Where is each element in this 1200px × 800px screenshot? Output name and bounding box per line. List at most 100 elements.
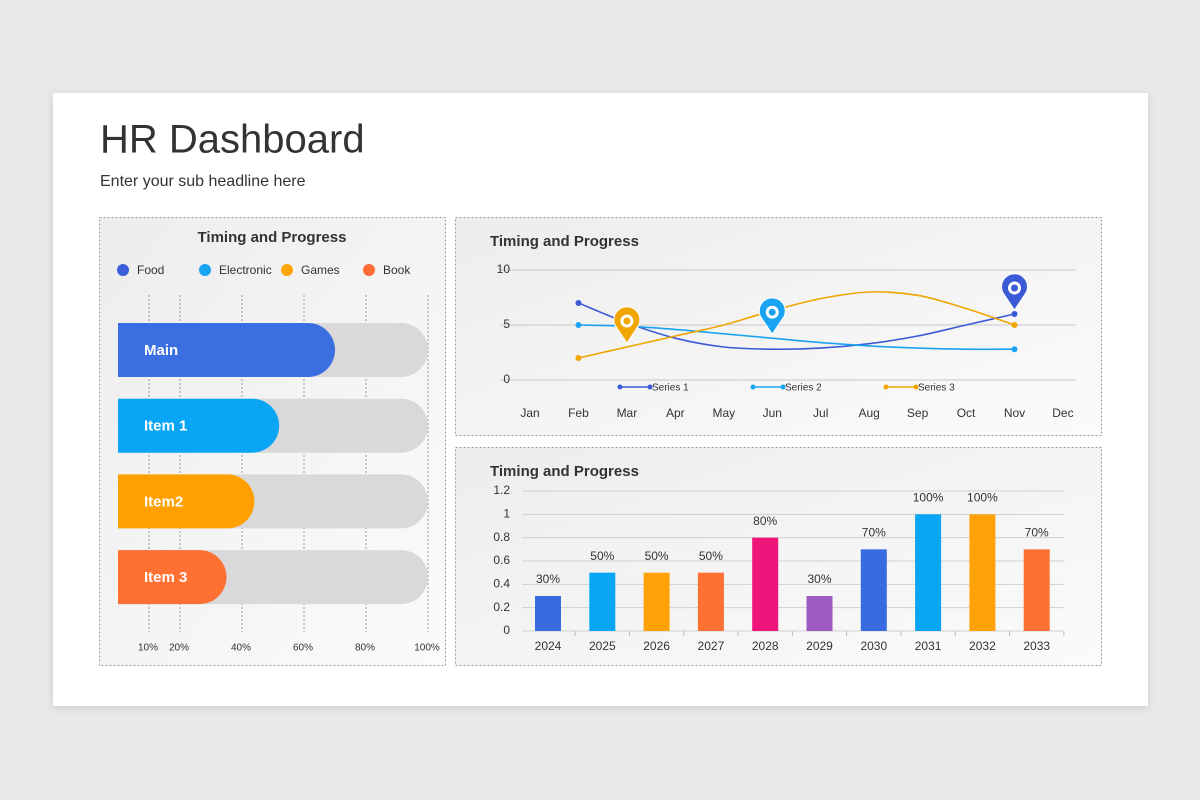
x-tick-label: 2024 [535,639,562,653]
value-label: 100% [967,491,998,505]
point [575,322,582,328]
legend-marker [199,264,211,276]
legend-marker [913,384,919,390]
legend-marker [117,264,129,276]
pin-dot [623,317,631,325]
value-label: 30% [807,572,831,586]
chart-title: Timing and Progress [490,233,639,250]
bar-label: Item 3 [144,569,187,586]
x-tick-label: Jun [763,406,782,420]
y-tick-label: 0.8 [493,530,510,544]
x-tick-label: Sep [907,406,929,420]
point [1011,311,1018,317]
series-line [578,324,1015,351]
x-tick-label: 80% [355,643,375,654]
y-tick-label: 10 [497,262,511,276]
chart-title: Timing and Progress [198,229,347,246]
bar [118,398,280,453]
y-tick-label: 5 [503,317,510,331]
x-tick-label: 10% [138,643,158,654]
y-tick-label: 1 [503,507,510,521]
bar [969,514,996,631]
x-tick-label: Mar [617,406,638,420]
bar [806,596,833,631]
x-tick-label: Dec [1052,406,1073,420]
legend-label: Games [301,263,340,277]
bar-label: Item 1 [144,418,187,435]
legend-marker [780,384,786,390]
legend-label: Series 1 [652,383,689,394]
x-tick-label: 2028 [752,639,779,653]
point [1011,322,1018,328]
y-tick-label: 0 [503,372,510,386]
y-tick-label: 0.6 [493,553,510,567]
legend-marker [617,384,623,390]
x-tick-label: 100% [414,643,440,654]
value-label: 80% [753,514,777,528]
chart-title: Timing and Progress [490,463,639,480]
point [575,355,582,361]
x-tick-label: Nov [1004,406,1025,420]
value-label: 70% [862,526,886,540]
legend-marker [363,264,375,276]
value-label: 50% [645,549,669,563]
x-tick-label: Oct [957,406,976,420]
legend-label: Food [137,263,164,277]
x-tick-label: 2027 [698,639,725,653]
series-line [578,291,1015,359]
x-tick-label: 2029 [806,639,833,653]
bar [589,572,616,631]
bar [643,572,670,631]
legend-label: Book [383,263,411,277]
legend-label: Series 3 [918,383,955,394]
y-tick-label: 1.2 [493,483,510,497]
value-label: 50% [699,549,723,563]
bar [118,323,335,377]
bar [697,572,724,631]
x-tick-label: 2032 [969,639,996,653]
pin-dot [1011,284,1018,292]
bar [118,550,227,605]
panel [455,217,1102,436]
legend-label: Electronic [219,263,272,277]
value-label: 50% [590,549,614,563]
point [575,300,582,306]
point [1011,346,1018,353]
y-tick-label: 0 [503,623,510,637]
x-tick-label: 2026 [643,639,670,653]
y-tick-label: 0.4 [493,577,510,591]
legend-marker [883,384,889,390]
value-label: 70% [1025,526,1049,540]
x-tick-label: 2030 [860,639,887,653]
bar-label: Main [144,342,178,359]
x-tick-label: 2033 [1023,639,1050,653]
x-tick-label: Apr [666,406,685,420]
x-tick-label: Jan [520,406,539,420]
page-subtitle: Enter your sub headline here [100,173,306,190]
legend-marker [281,264,293,276]
x-tick-label: 2031 [915,639,942,653]
x-tick-label: 20% [169,643,189,654]
legend-label: Series 2 [785,383,822,394]
x-tick-label: May [712,406,735,420]
legend-marker [750,384,756,390]
y-tick-label: 0.2 [493,600,510,614]
x-tick-label: 2025 [589,639,616,653]
x-tick-label: 60% [293,643,313,654]
x-tick-label: 40% [231,643,251,654]
x-tick-label: Aug [858,406,879,420]
bar-label: Item2 [144,493,183,510]
bar [752,537,779,631]
bar [118,474,255,529]
series-line [578,302,1015,351]
x-tick-label: Jul [813,406,828,420]
x-tick-label: Feb [568,406,589,420]
bar [1023,549,1050,631]
bar [915,514,942,631]
legend-marker [647,384,653,390]
value-label: 30% [536,572,560,586]
value-label: 100% [913,491,944,505]
pin-dot [768,308,776,316]
bar [860,549,887,631]
